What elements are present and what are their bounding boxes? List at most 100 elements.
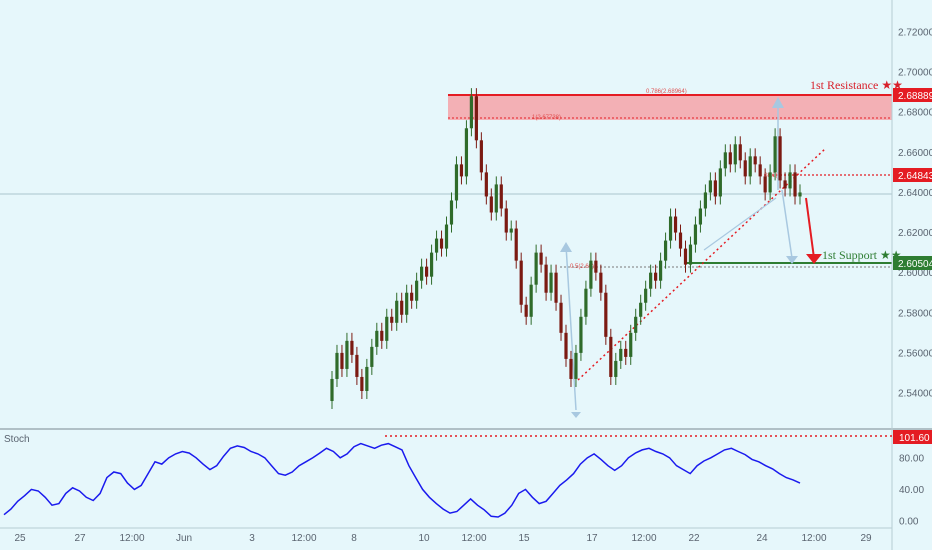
candle-body [489,196,493,213]
stoch-axis: 80.00 40.00 0.00 [899,453,924,527]
time-tick-label: 29 [860,533,872,544]
candle-body [395,300,399,323]
candle-body [519,260,523,305]
candle-body [688,244,693,265]
candle-body [360,376,364,391]
candle-body [424,266,429,277]
candle-body [415,280,419,301]
time-tick-label: Jun [176,533,192,544]
candle-body [723,152,727,169]
resistance-annotation: 1st Resistance ★★ [810,78,903,92]
support-tag [893,256,932,270]
candle-body [375,330,379,347]
candle-body [390,316,394,323]
candle-body [663,240,668,261]
stoch-upper-tag-text: 101.60 [899,433,930,444]
price-tick-label: 2.54000 [898,389,932,400]
time-axis: 25 27 12:00 Jun 3 12:00 8 10 12:00 15 17 12:00 22 24 1… [14,533,872,544]
price-tick-label: 2.70000 [898,68,932,79]
resistance-tag [893,88,932,102]
price-tick-label: 2.68000 [898,108,932,119]
forecast-arrowhead [806,254,822,264]
mid-tag [893,168,932,182]
candle-body [758,164,762,177]
candle-body [385,316,389,341]
time-tick-label: 12:00 [631,533,656,544]
candle-body [564,332,568,359]
candle-body [738,144,742,161]
stoch-tick-label: 0.00 [899,517,919,528]
candle-body [718,168,722,197]
candle-body [703,192,708,209]
candle-body [698,208,703,225]
candle-body [429,252,434,277]
candle-body [708,180,712,193]
price-tick-label: 2.56000 [898,348,932,359]
candle-body [649,272,653,289]
forecast-arrow [805,197,815,259]
candle-body [654,272,658,281]
candle-body [479,140,483,173]
candle-body [559,302,563,333]
candle-body [783,180,787,189]
measure-arrowhead-2 [772,97,784,108]
time-tick-label: 15 [518,533,530,544]
candle-body [444,224,449,249]
measure-arrowhead-3 [786,256,798,264]
candle-body [474,96,478,141]
time-tick-label: 24 [756,533,768,544]
candle-body [604,292,608,337]
candle-body [693,224,698,245]
candle-body [579,316,583,353]
support-tag-text: 2.60504 [898,259,932,270]
measure-arrowhead-1 [571,412,581,418]
candle-body [589,260,593,289]
candle-body [509,228,513,233]
candles-group [330,88,802,410]
time-tick-label: 12:00 [291,533,316,544]
candle-body [778,136,782,181]
time-tick-label: 22 [688,533,700,544]
candle-body [728,152,732,165]
candle-body [619,348,623,361]
candle-body [410,292,414,301]
candle-body [713,180,717,197]
candle-body [514,228,518,261]
candle-body [668,216,673,241]
candle-body [439,238,444,249]
candle-body [454,164,459,201]
candle-body [420,266,424,281]
candle-body [524,304,528,317]
candle-body [599,272,603,293]
candle-body [748,156,752,177]
candle-body [355,354,359,377]
fib-small-label: 38.2(2 [764,173,782,179]
candle-body [335,352,339,379]
time-tick-label: 27 [74,533,86,544]
candle-body [554,272,558,303]
stoch-upper-tag [893,430,932,444]
candle-body [400,300,404,315]
candle-body [459,164,464,177]
stoch-tick-label: 80.00 [899,453,924,464]
candle-body [569,358,573,379]
time-tick-label: 3 [249,533,255,544]
candle-body [639,302,643,317]
candle-body [624,348,628,357]
fib-support-label: 0.5(2.60) [570,264,594,270]
candle-body [405,292,409,315]
candle-body [494,184,498,213]
candle-body [634,316,638,333]
candle-body [549,272,553,293]
candle-body [773,136,777,173]
candle-body [594,260,598,273]
candle-body [743,160,747,177]
support-annotation: 1st Support ★★ [822,248,902,262]
candle-body [644,288,648,303]
price-tick-label: 2.64000 [898,188,932,199]
time-tick-label: 8 [351,533,357,544]
candle-body [365,366,369,391]
candle-body [330,378,334,402]
